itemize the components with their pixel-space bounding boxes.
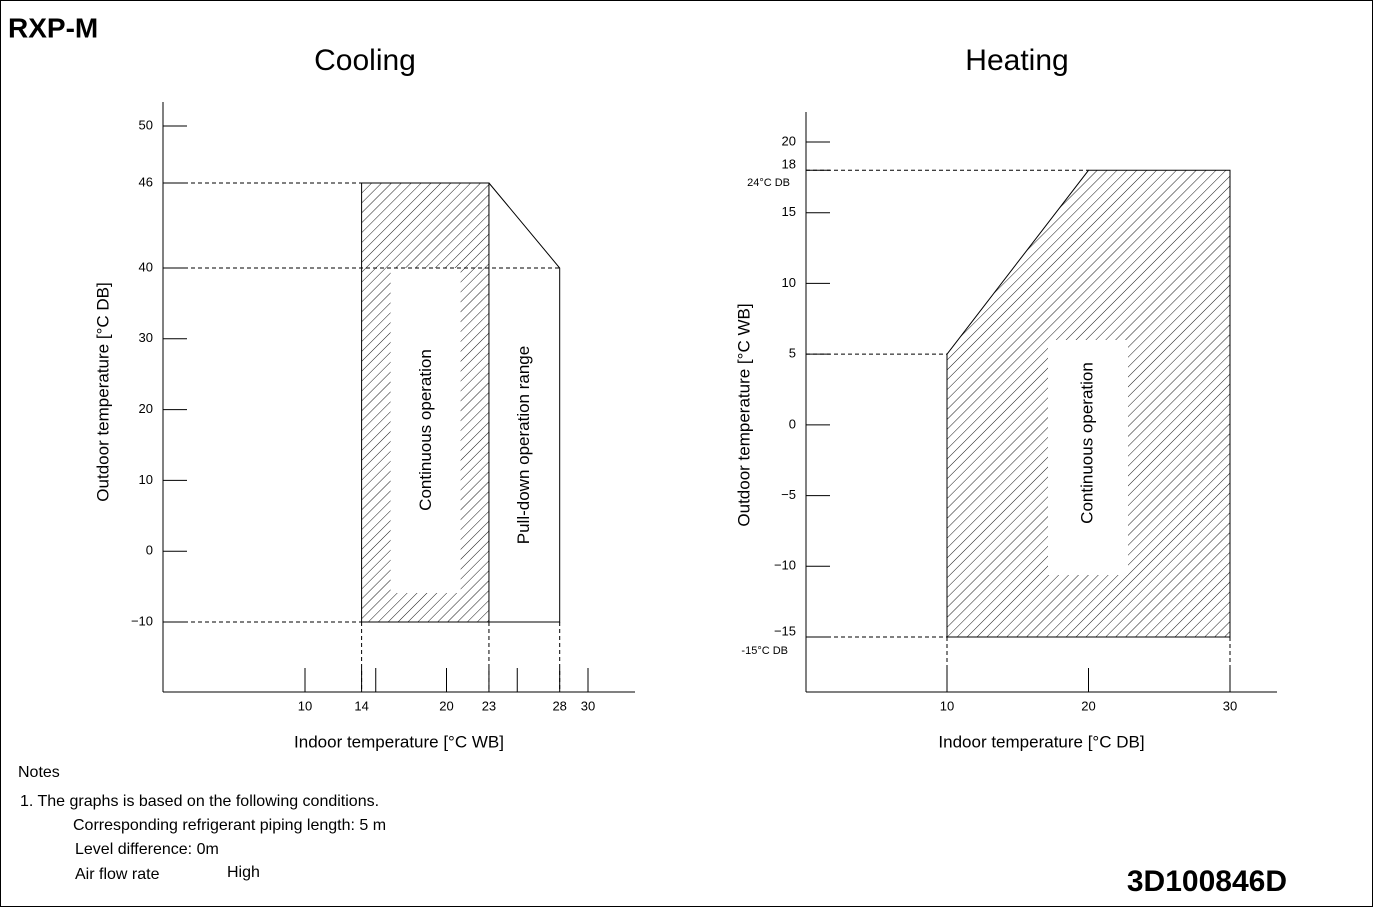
note: 1. The graphs is based on the following … — [20, 793, 379, 810]
x-tick-label: 30 — [1223, 698, 1237, 713]
note: Level difference: 0m — [75, 841, 219, 858]
region-label: Pull-down operation range — [514, 346, 533, 544]
y-tick-label: 15 — [782, 204, 796, 219]
doc-code: 3D100846D — [1127, 865, 1287, 898]
region-label: Continuous operation — [416, 349, 435, 511]
y-tick-label: 30 — [139, 330, 153, 345]
y-tick-label: 0 — [789, 416, 796, 431]
notes-title: Notes — [18, 764, 60, 781]
y-tick-label: 50 — [139, 117, 153, 132]
annotation: 24°C DB — [747, 177, 790, 189]
x-tick-label: 20 — [439, 698, 453, 713]
y-tick-label: −10 — [131, 613, 153, 628]
y-tick-label: 20 — [139, 401, 153, 416]
page-title: RXP-M — [8, 12, 98, 43]
x-tick-label: 14 — [354, 698, 368, 713]
y-axis-label: Outdoor temperature [°C DB] — [93, 282, 112, 501]
x-axis-label: Indoor temperature [°C WB] — [294, 732, 504, 751]
x-tick-label: 10 — [940, 698, 954, 713]
x-tick-label: 23 — [482, 698, 496, 713]
y-axis-label: Outdoor temperature [°C WB] — [734, 303, 753, 526]
y-tick-label: 0 — [146, 543, 153, 558]
y-tick-label: 18 — [782, 157, 796, 172]
x-tick-label: 20 — [1081, 698, 1095, 713]
x-tick-label: 10 — [298, 698, 312, 713]
label-box — [1048, 340, 1128, 575]
region-label: Continuous operation — [1077, 362, 1096, 524]
y-tick-label: 46 — [139, 174, 153, 189]
y-tick-label: −10 — [774, 558, 796, 573]
chart-title: Heating — [965, 44, 1068, 77]
note: Air flow rate — [75, 866, 160, 883]
y-tick-label: 40 — [139, 259, 153, 274]
y-tick-label: 10 — [139, 472, 153, 487]
x-tick-label: 30 — [581, 698, 595, 713]
chart-title: Cooling — [314, 44, 416, 77]
y-tick-label: −5 — [781, 487, 796, 502]
y-tick-label: 20 — [782, 133, 796, 148]
x-axis-label: Indoor temperature [°C DB] — [938, 732, 1144, 751]
label-box — [390, 268, 461, 593]
y-tick-label: −15 — [774, 623, 796, 638]
note: Corresponding refrigerant piping length:… — [73, 817, 386, 834]
y-tick-label: 5 — [789, 346, 796, 361]
note: High — [227, 864, 260, 881]
pulldown-region — [488, 182, 561, 623]
annotation: -15°C DB — [741, 645, 788, 657]
y-tick-label: 10 — [782, 275, 796, 290]
x-tick-label: 28 — [552, 698, 566, 713]
